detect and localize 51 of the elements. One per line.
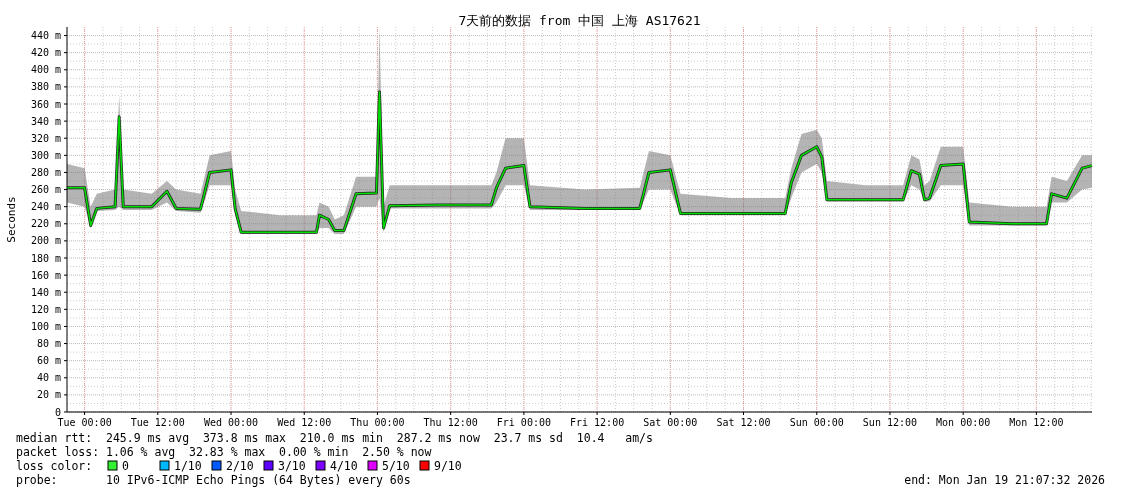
y-tick-label: 160 m	[30, 269, 61, 281]
y-tick-label: 140 m	[30, 286, 61, 298]
x-tick-label: Thu 00:00	[350, 417, 405, 428]
text: end: Mon Jan 19 21:07:32 2026	[904, 473, 1106, 487]
y-tick-label: 280 m	[30, 166, 61, 178]
x-tick-label: Wed 00:00	[203, 417, 259, 428]
y-tick-label: 40 m	[36, 372, 61, 384]
y-tick-label: 300 m	[30, 149, 61, 161]
x-tick-label: Sun 00:00	[789, 417, 844, 428]
x-tick-label: Tue 12:00	[130, 417, 185, 428]
text: 1/10	[174, 459, 202, 473]
x-tick-label: Fri 12:00	[570, 417, 625, 428]
text: median rtt: 245.9 ms avg 373.8 ms max 210.0 ms min 287.2 ms now 23.7 ms sd 10.4 am/s	[16, 431, 653, 445]
y-tick-label: 200 m	[30, 235, 61, 247]
y-tick-label: 320 m	[30, 132, 61, 144]
y-tick-label: 340 m	[30, 115, 61, 127]
text: loss color:	[16, 459, 93, 473]
y-tick-label: 20 m	[36, 389, 61, 401]
y-tick-label: 380 m	[30, 81, 61, 93]
text: 9/10	[434, 459, 462, 473]
text: 4/10	[330, 459, 358, 473]
text: probe: 10 IPv6-ICMP Echo Pings (64 Bytes) every 60s	[16, 473, 411, 487]
y-tick-label: 440 m	[30, 30, 61, 42]
x-tick-label: Mon 00:00	[936, 417, 991, 428]
text: 3/10	[278, 459, 306, 473]
y-tick-label: 400 m	[30, 64, 61, 76]
text: 0	[122, 459, 129, 473]
y-tick-label: 80 m	[36, 338, 61, 350]
y-tick-label: 420 m	[30, 47, 61, 59]
x-tick-label: Sat 00:00	[643, 417, 698, 428]
y-tick-label: 120 m	[30, 303, 61, 315]
x-tick-label: Thu 12:00	[423, 417, 478, 428]
x-tick-label: Mon 12:00	[1009, 417, 1064, 428]
y-axis-title: Seconds	[5, 196, 18, 243]
y-tick-label: 360 m	[30, 98, 61, 110]
x-tick-label: Sun 12:00	[862, 417, 918, 428]
text: packet loss: 1.06 % avg 32.83 % max 0.00 % min 2.50 % now	[16, 445, 432, 459]
x-tick-label: Tue 00:00	[57, 417, 112, 428]
y-tick-label: 240 m	[30, 201, 61, 213]
y-tick-label: 100 m	[30, 320, 61, 332]
y-tick-label: 180 m	[30, 252, 61, 264]
text: 2/10	[226, 459, 254, 473]
text: 5/10	[382, 459, 410, 473]
y-tick-label: 60 m	[36, 355, 61, 367]
x-tick-label: Sat 12:00	[716, 417, 771, 428]
x-tick-label: Wed 12:00	[277, 417, 332, 428]
y-tick-label: 220 m	[30, 218, 61, 230]
x-tick-label: Fri 00:00	[496, 417, 551, 428]
chart-title: 7天前的数据 from 中国 上海 AS17621	[458, 13, 701, 28]
y-tick-label: 0	[54, 406, 61, 418]
y-tick-label: 260 m	[30, 184, 61, 196]
